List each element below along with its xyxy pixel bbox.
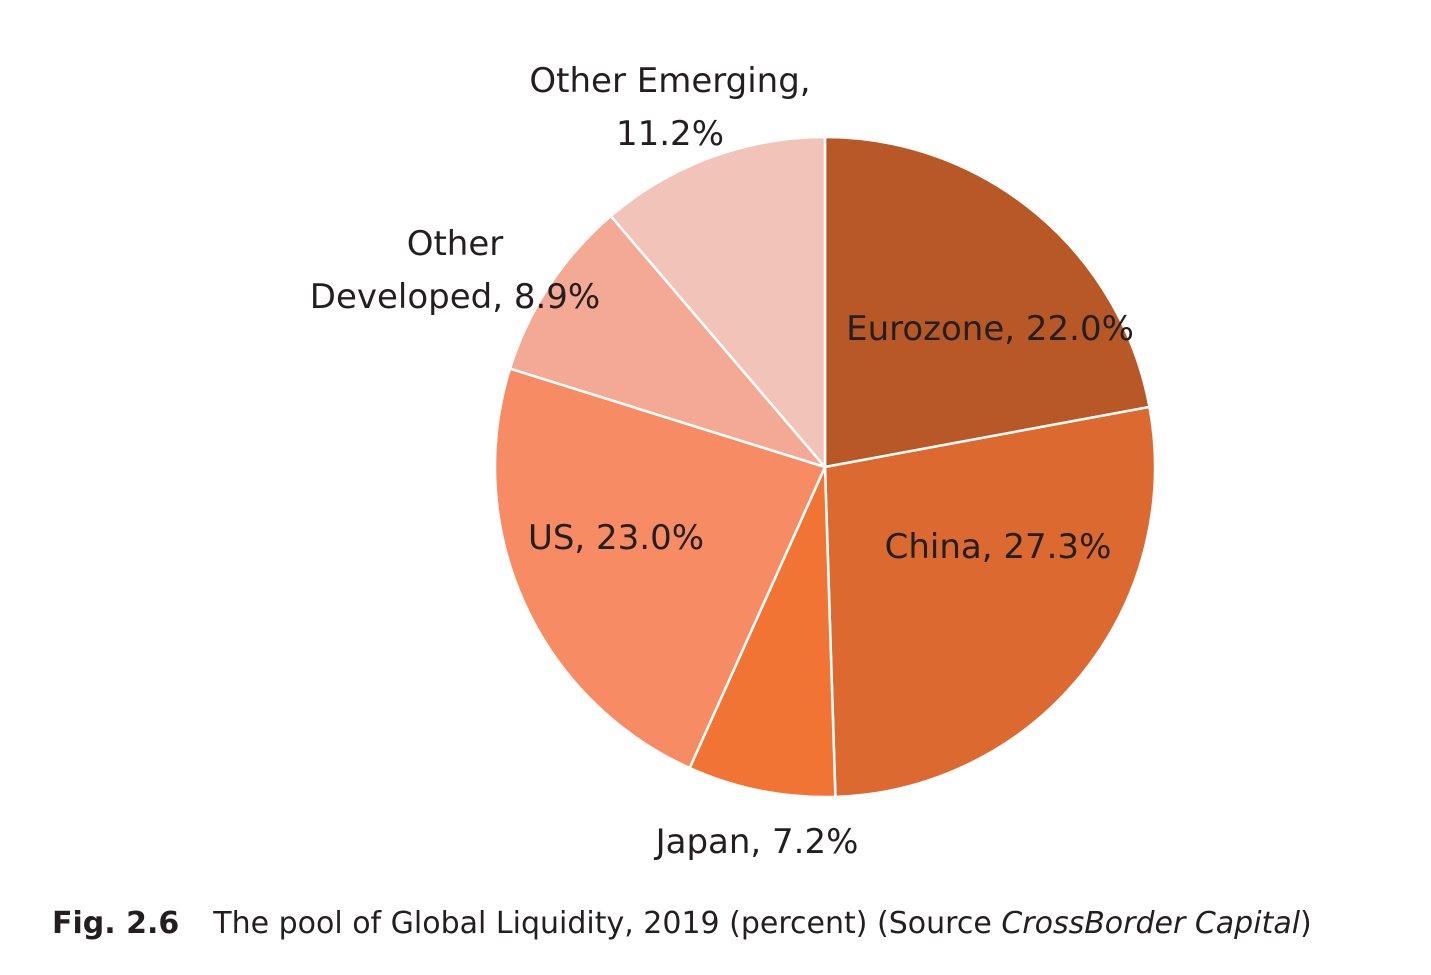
pie-label-china: China, 27.3% <box>885 527 1112 567</box>
pie-labels: Eurozone, 22.0% China, 27.3% Japan, 7.2% US… <box>310 61 1134 862</box>
figure-caption: Fig. 2.6 The pool of Global Liquidity, 20… <box>52 906 1312 941</box>
pie-label-other-developed: Other Developed, 8.9% <box>310 224 600 317</box>
pie-slice-us <box>493 367 827 770</box>
pie-label-other-emerging: Other Emerging, 11.2% <box>529 61 810 154</box>
pie-slice-other-developed <box>508 214 827 469</box>
pie-slice-china <box>823 405 1157 799</box>
caption-text: The pool of Global Liquidity, 2019 (perc… <box>213 906 1002 941</box>
caption-close: ) <box>1300 906 1312 941</box>
pie-label-eurozone: Eurozone, 22.0% <box>846 309 1134 349</box>
pie-slices <box>493 135 1157 799</box>
pie-label-us: US, 23.0% <box>528 518 704 558</box>
pie-slice-eurozone <box>823 135 1151 469</box>
pie-chart: Eurozone, 22.0% China, 27.3% Japan, 7.2% US… <box>310 61 1157 862</box>
pie-slice-japan <box>688 465 837 799</box>
pie-slice-other-emerging <box>609 135 827 469</box>
caption-source: CrossBorder Capital <box>1001 906 1301 941</box>
figure-number: Fig. 2.6 <box>52 906 180 941</box>
pie-label-japan: Japan, 7.2% <box>654 822 859 862</box>
